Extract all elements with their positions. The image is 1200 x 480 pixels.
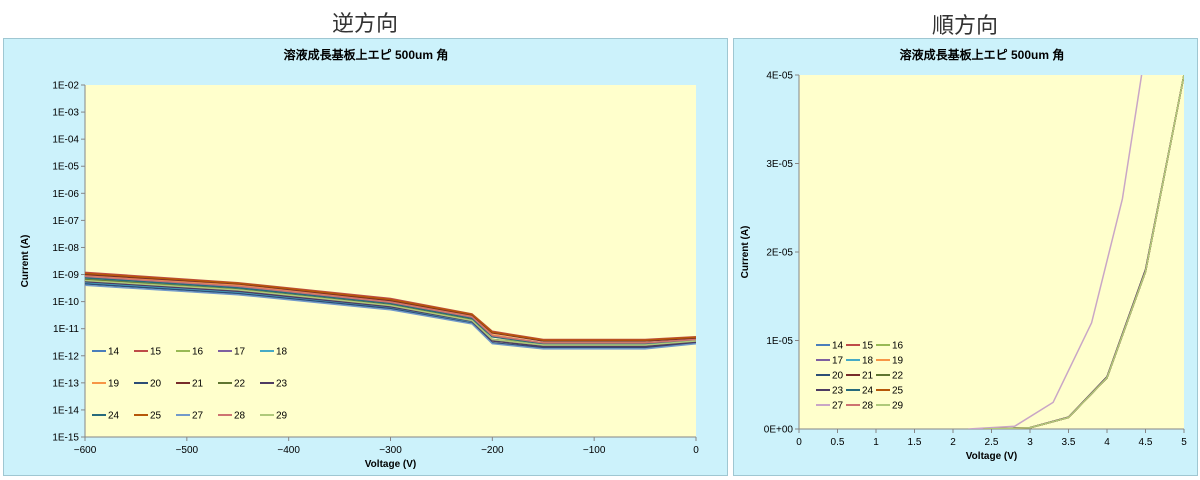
y-tick-label: 1E-10: [52, 297, 79, 308]
series-line-29: [85, 279, 696, 346]
y-tick-label: 1E-02: [52, 81, 79, 92]
x-tick-label: 0.5: [831, 437, 845, 448]
legend-label-24: 24: [108, 411, 120, 422]
legend-label-19: 19: [108, 379, 120, 390]
legend-label-15: 15: [862, 341, 874, 352]
y-tick-label: 1E-15: [52, 433, 79, 444]
x-tick-label: 3: [1027, 437, 1033, 448]
x-tick-label: 0: [693, 445, 699, 456]
y-tick-label: 1E-13: [52, 378, 79, 389]
series-line-27: [85, 284, 696, 350]
y-tick-label: 1E-06: [52, 189, 79, 200]
y-axis-label: Current (A): [20, 235, 31, 288]
x-tick-label: −300: [379, 445, 402, 456]
y-tick-label: 1E-03: [52, 108, 79, 119]
y-tick-label: 1E-05: [766, 336, 793, 347]
y-tick-label: 2E-05: [766, 248, 793, 259]
plot-area: [85, 85, 696, 437]
legend-label-20: 20: [832, 371, 844, 382]
series-line-27: [968, 75, 1143, 429]
series-line-28: [85, 275, 696, 344]
legend-label-25: 25: [150, 411, 162, 422]
legend-label-24: 24: [862, 386, 874, 397]
legend-label-23: 23: [276, 379, 288, 390]
legend-label-29: 29: [892, 401, 904, 412]
forward-iv-chart: 溶液成長基板上エピ 500um 角 0E+00 1E-05 2E-05 3E-05 4E-…: [733, 38, 1198, 476]
y-tick-label: 1E-14: [52, 405, 79, 416]
x-tick-label: 1: [873, 437, 879, 448]
legend-label-27: 27: [832, 401, 844, 412]
reverse-iv-chart-svg: 溶液成長基板上エピ 500um 角 1E-15 1E-14 1E-13 1E-12 1E-…: [20, 47, 699, 470]
legend-label-21: 21: [192, 379, 204, 390]
legend-label-14: 14: [108, 347, 120, 358]
y-tick-label: 4E-05: [766, 71, 793, 82]
forward-iv-chart-svg: 溶液成長基板上エピ 500um 角 0E+00 1E-05 2E-05 3E-05 4E-…: [740, 47, 1187, 462]
legend-label-25: 25: [892, 386, 904, 397]
legend-label-18: 18: [276, 347, 288, 358]
y-tick-label: 1E-07: [52, 216, 79, 227]
legend-label-18: 18: [862, 356, 874, 367]
x-tick-label: −100: [583, 445, 606, 456]
chart-title: 溶液成長基板上エピ 500um 角: [284, 47, 449, 62]
x-tick-label: 1.5: [908, 437, 922, 448]
legend-label-23: 23: [832, 386, 844, 397]
x-axis-label: Voltage (V): [365, 459, 416, 470]
series-line-29: [983, 75, 1184, 429]
legend-label-29: 29: [276, 411, 288, 422]
x-tick-label: 2: [950, 437, 956, 448]
series-line-25: [85, 272, 696, 341]
legend-label-16: 16: [892, 341, 904, 352]
legend-label-22: 22: [234, 379, 246, 390]
series-line-23: [85, 280, 696, 348]
plot-area: [799, 75, 1184, 429]
y-tick-label: 3E-05: [766, 159, 793, 170]
legend-label-22: 22: [892, 371, 904, 382]
x-tick-label: 5: [1181, 437, 1187, 448]
x-tick-label: −600: [74, 445, 97, 456]
x-tick-label: 0: [796, 437, 802, 448]
y-tick-label: 1E-09: [52, 270, 79, 281]
legend-label-16: 16: [192, 347, 204, 358]
x-tick-label: 3.5: [1062, 437, 1076, 448]
legend-label-28: 28: [234, 411, 246, 422]
reverse-direction-heading: 逆方向: [332, 12, 399, 37]
legend-label-27: 27: [192, 411, 204, 422]
y-tick-label: 1E-08: [52, 243, 79, 254]
legend-label-19: 19: [892, 356, 904, 367]
x-tick-label: −500: [176, 445, 199, 456]
x-tick-label: 4.5: [1139, 437, 1153, 448]
legend-label-15: 15: [150, 347, 162, 358]
series-line-21: [85, 273, 696, 342]
x-tick-label: 4: [1104, 437, 1110, 448]
legend-label-14: 14: [832, 341, 844, 352]
x-axis-label: Voltage (V): [966, 451, 1017, 462]
legend-label-17: 17: [832, 356, 844, 367]
forward-direction-heading: 順方向: [932, 14, 999, 39]
x-tick-label: 2.5: [985, 437, 999, 448]
reverse-iv-chart: 溶液成長基板上エピ 500um 角 1E-15 1E-14 1E-13 1E-12 1E-…: [3, 38, 728, 476]
x-tick-label: −400: [277, 445, 300, 456]
y-tick-label: 1E-04: [52, 135, 79, 146]
legend-label-21: 21: [862, 371, 874, 382]
y-tick-label: 1E-12: [52, 351, 79, 362]
legend-label-20: 20: [150, 379, 162, 390]
x-tick-label: −200: [481, 445, 504, 456]
y-axis-label: Current (A): [740, 226, 751, 279]
y-tick-label: 1E-11: [53, 324, 79, 335]
legend-label-17: 17: [234, 347, 246, 358]
y-tick-label: 0E+00: [764, 425, 794, 436]
legend-label-28: 28: [862, 401, 874, 412]
series-line-24: [85, 277, 696, 345]
chart-title: 溶液成長基板上エピ 500um 角: [900, 47, 1065, 62]
y-tick-label: 1E-05: [52, 162, 79, 173]
